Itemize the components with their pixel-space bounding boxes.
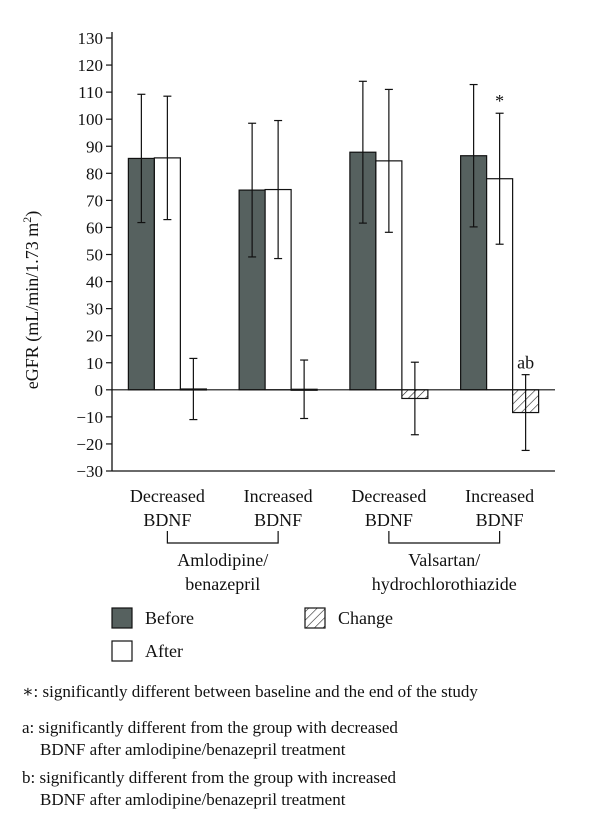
y-tick-label: 0 — [95, 381, 104, 400]
group-label-line2: benazepril — [185, 574, 260, 594]
category-label-line2: BDNF — [476, 510, 524, 530]
group-bracket — [166, 531, 279, 544]
y-tick-label: −30 — [76, 462, 103, 481]
y-tick-label: 70 — [86, 191, 103, 210]
y-axis-label-close: ) — [22, 211, 43, 217]
annotation-label: * — [495, 91, 504, 111]
group-label-line1: Amlodipine/ — [177, 550, 268, 570]
group-bracket — [388, 531, 501, 544]
footnote-star-text: ∗: significantly different between basel… — [22, 682, 478, 701]
category-label-line1: Increased — [244, 486, 313, 506]
category-label-line1: Decreased — [351, 486, 426, 506]
footnote-a-line2: BDNF after amlodipine/benazepril treatme… — [40, 740, 346, 759]
y-tick-label: 20 — [86, 327, 103, 346]
y-tick-label: −10 — [76, 408, 103, 427]
y-tick-label: 120 — [78, 56, 104, 75]
footnote-b-line1: b: significantly different from the grou… — [22, 768, 397, 787]
legend-swatch-change — [304, 607, 326, 629]
y-tick-label: 100 — [78, 110, 104, 129]
legend-label-change: Change — [338, 608, 393, 628]
y-tick-label: 30 — [86, 300, 103, 319]
y-tick-label: 40 — [86, 273, 103, 292]
category-label-line2: BDNF — [254, 510, 302, 530]
y-tick-label: 80 — [86, 164, 103, 183]
plot-area: −30 −20 −10 0 10 20 30 40 50 60 70 80 90 100 110 120 130… — [76, 29, 555, 481]
category-label-line2: BDNF — [143, 510, 191, 530]
footnote-b: b: significantly different from the grou… — [22, 767, 396, 811]
y-axis-label: eGFR (mL/min/1.73 m2) — [20, 211, 43, 390]
group-label-line2: hydrochlorothiazide — [372, 574, 517, 594]
legend-swatch-after — [111, 640, 133, 662]
y-axis-label-main: eGFR (mL/min/1.73 m — [22, 223, 43, 390]
footnote-b-line2: BDNF after amlodipine/benazepril treatme… — [40, 790, 346, 809]
y-axis-label-sup: 2 — [20, 217, 34, 223]
footnote-a: a: significantly different from the grou… — [22, 717, 398, 761]
category-label-line1: Increased — [465, 486, 534, 506]
legend: Before After Change — [111, 607, 393, 662]
y-tick-label: 110 — [78, 83, 103, 102]
chart: eGFR (mL/min/1.73 m2) −30 −20 −10 0 10 20 30 40… — [20, 29, 555, 662]
legend-swatch-before — [111, 607, 133, 629]
category-label-line2: BDNF — [365, 510, 413, 530]
legend-label-after: After — [145, 641, 183, 661]
svg-text:eGFR (mL/min/1.73 m2): eGFR (mL/min/1.73 m2) — [20, 211, 43, 390]
y-tick-label: 130 — [78, 29, 104, 48]
annotation-label: ab — [517, 353, 534, 373]
group-label-line1: Valsartan/ — [408, 550, 480, 570]
footnote-star: ∗: significantly different between basel… — [22, 681, 478, 703]
category-label-line1: Decreased — [130, 486, 205, 506]
y-tick-label: 60 — [86, 218, 103, 237]
y-tick-label: 50 — [86, 246, 103, 265]
category-labels: Decreased BDNF Increased BDNF Decreased BDNF I… — [130, 486, 534, 594]
y-tick-label: −20 — [76, 435, 103, 454]
legend-label-before: Before — [145, 608, 194, 628]
footnote-a-line1: a: significantly different from the grou… — [22, 718, 398, 737]
y-tick-label: 10 — [86, 354, 103, 373]
y-tick-label: 90 — [86, 137, 103, 156]
